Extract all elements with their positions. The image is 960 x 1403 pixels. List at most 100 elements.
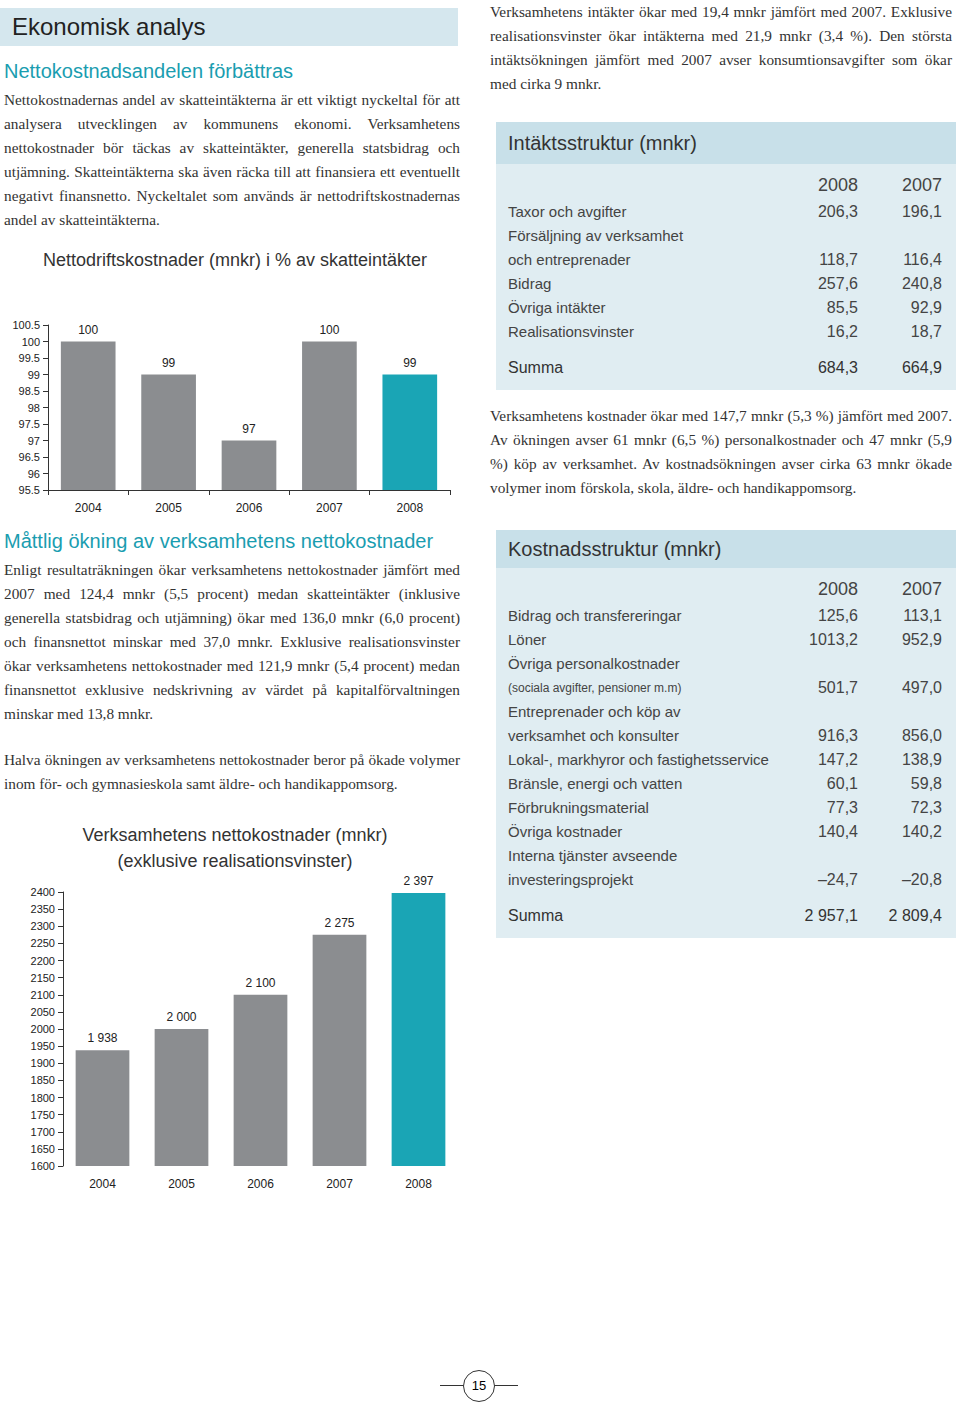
html-text:85,5: 85,5 <box>826 299 858 316</box>
html-text:Lokal-, markhyror och fastighe: Lokal-, markhyror och fastighetsservice <box>508 751 769 768</box>
svg-text:100: 100 <box>22 336 40 348</box>
html-text:2007: 2007 <box>902 579 942 599</box>
svg-text:2200: 2200 <box>31 955 55 967</box>
svg-text:(exklusive realisationsvinster: (exklusive realisationsvinster) <box>117 851 352 871</box>
html-text:verksamhet och konsulter: verksamhet och konsulter <box>508 727 679 744</box>
svg-text:2005: 2005 <box>168 1177 195 1191</box>
svg-text:99: 99 <box>403 356 417 370</box>
svg-text:2250: 2250 <box>31 937 55 949</box>
html-text:Övriga intäkter: Övriga intäkter <box>508 299 606 316</box>
svg-text:1 938: 1 938 <box>87 1031 117 1045</box>
svg-text:2400: 2400 <box>31 886 55 898</box>
svg-text:2000: 2000 <box>31 1023 55 1035</box>
html-text:684,3: 684,3 <box>818 359 858 376</box>
svg-text:2008: 2008 <box>405 1177 432 1191</box>
svg-text:1950: 1950 <box>31 1040 55 1052</box>
svg-text:1900: 1900 <box>31 1057 55 1069</box>
html-text:Entreprenader och köp av: Entreprenader och köp av <box>508 703 681 720</box>
html-text:Nettokostnadsandelen förbättra: Nettokostnadsandelen förbättras <box>4 60 294 82</box>
html-text:2008: 2008 <box>818 579 858 599</box>
svg-text:2 000: 2 000 <box>166 1010 196 1024</box>
html-text:2008: 2008 <box>818 175 858 195</box>
svg-text:2004: 2004 <box>75 501 102 515</box>
html-text:240,8: 240,8 <box>902 275 942 292</box>
html-text:206,3: 206,3 <box>818 203 858 220</box>
svg-text:2006: 2006 <box>236 501 263 515</box>
svg-text:1800: 1800 <box>31 1092 55 1104</box>
svg-text:2 397: 2 397 <box>403 874 433 888</box>
html-text:147,2: 147,2 <box>818 751 858 768</box>
svg-text:100: 100 <box>78 323 98 337</box>
html-text:Intäktsstruktur (mnkr): Intäktsstruktur (mnkr) <box>508 132 697 154</box>
html-text:664,9: 664,9 <box>902 359 942 376</box>
html-text:Halva ökningen av verksamheten: Halva ökningen av verksamhetens nettokos… <box>4 751 460 792</box>
html-text:Löner: Löner <box>508 631 547 648</box>
svg-text:1850: 1850 <box>31 1074 55 1086</box>
html-text:501,7: 501,7 <box>818 679 858 696</box>
svg-text:2007: 2007 <box>326 1177 353 1191</box>
svg-text:97: 97 <box>242 422 256 436</box>
html-text:92,9: 92,9 <box>910 299 942 316</box>
svg-text:100: 100 <box>319 323 339 337</box>
svg-text:99.5: 99.5 <box>19 352 40 364</box>
svg-text:1700: 1700 <box>31 1126 55 1138</box>
html-text:Bidrag: Bidrag <box>508 275 552 292</box>
svg-text:97: 97 <box>28 435 40 447</box>
svg-text:95.5: 95.5 <box>19 484 40 496</box>
html-text:118,7: 118,7 <box>819 251 858 268</box>
svg-text:Nettodriftskostnader (mnkr) i: Nettodriftskostnader (mnkr) i % av skatt… <box>43 250 427 270</box>
svg-text:2008: 2008 <box>396 501 423 515</box>
html-text:18,7: 18,7 <box>910 323 942 340</box>
svg-text:2300: 2300 <box>31 920 55 932</box>
html-text:113,1: 113,1 <box>903 607 942 624</box>
html-text:138,9: 138,9 <box>902 751 942 768</box>
html-text:916,3: 916,3 <box>818 727 858 744</box>
html-text:och entreprenader: och entreprenader <box>508 251 631 268</box>
svg-text:2050: 2050 <box>31 1006 55 1018</box>
html-text:Bidrag och transfereringar: Bidrag och transfereringar <box>508 607 682 624</box>
svg-text:98: 98 <box>28 402 40 414</box>
html-text:1013,2: 1013,2 <box>809 631 858 648</box>
svg-text:2150: 2150 <box>31 972 55 984</box>
html-text:Ekonomisk analys: Ekonomisk analys <box>12 13 206 40</box>
html-text:497,0: 497,0 <box>902 679 942 696</box>
svg-text:1650: 1650 <box>31 1143 55 1155</box>
html-text:Realisationsvinster: Realisationsvinster <box>508 323 634 340</box>
html-text:Summa: Summa <box>508 359 564 376</box>
html-text:Taxor och avgifter: Taxor och avgifter <box>508 203 627 220</box>
html-text:Övriga personalkostnader: Övriga personalkostnader <box>508 655 680 672</box>
html-text:116,4: 116,4 <box>903 251 942 268</box>
html-text:Verksamhetens kostnader ökar m: Verksamhetens kostnader ökar med 147,7 m… <box>490 407 952 496</box>
svg-text:97.5: 97.5 <box>19 418 40 430</box>
html-text:Försäljning av verksamhet: Försäljning av verksamhet <box>508 227 684 244</box>
svg-text:2005: 2005 <box>155 501 182 515</box>
html-text:196,1: 196,1 <box>902 203 942 220</box>
svg-text:1600: 1600 <box>31 1160 55 1172</box>
html-text:856,0: 856,0 <box>902 727 942 744</box>
html-text:Nettokostnadernas andel av ska: Nettokostnadernas andel av skatteintäkte… <box>4 91 460 228</box>
svg-text:2350: 2350 <box>31 903 55 915</box>
html-text:952,9: 952,9 <box>902 631 942 648</box>
svg-text:100.5: 100.5 <box>12 319 40 331</box>
svg-text:2 100: 2 100 <box>245 976 275 990</box>
svg-text:2004: 2004 <box>89 1177 116 1191</box>
html-text:Måttlig ökning av verksamheten: Måttlig ökning av verksamhetens nettokos… <box>4 530 434 552</box>
svg-text:Verksamhetens nettokostnader (: Verksamhetens nettokostnader (mnkr) <box>82 825 387 845</box>
svg-text:2007: 2007 <box>316 501 343 515</box>
svg-text:2100: 2100 <box>31 989 55 1001</box>
svg-text:96: 96 <box>28 468 40 480</box>
svg-text:2006: 2006 <box>247 1177 274 1191</box>
html-text:16,2: 16,2 <box>826 323 858 340</box>
html-text:Enligt resultaträkningen ökar: Enligt resultaträkningen ökar verksamhet… <box>4 561 460 722</box>
svg-text:99: 99 <box>28 369 40 381</box>
html-text:257,6: 257,6 <box>818 275 858 292</box>
svg-text:1750: 1750 <box>31 1109 55 1121</box>
svg-text:98.5: 98.5 <box>19 385 40 397</box>
svg-text:99: 99 <box>162 356 176 370</box>
html-text:Verksamhetens intäkter ökar me: Verksamhetens intäkter ökar med 19,4 mnk… <box>490 3 952 92</box>
html-text:2007: 2007 <box>902 175 942 195</box>
svg-text:96.5: 96.5 <box>19 451 40 463</box>
svg-text:2 275: 2 275 <box>324 916 354 930</box>
html-text:125,6: 125,6 <box>818 607 858 624</box>
html-text:Kostnadsstruktur (mnkr): Kostnadsstruktur (mnkr) <box>508 538 722 560</box>
